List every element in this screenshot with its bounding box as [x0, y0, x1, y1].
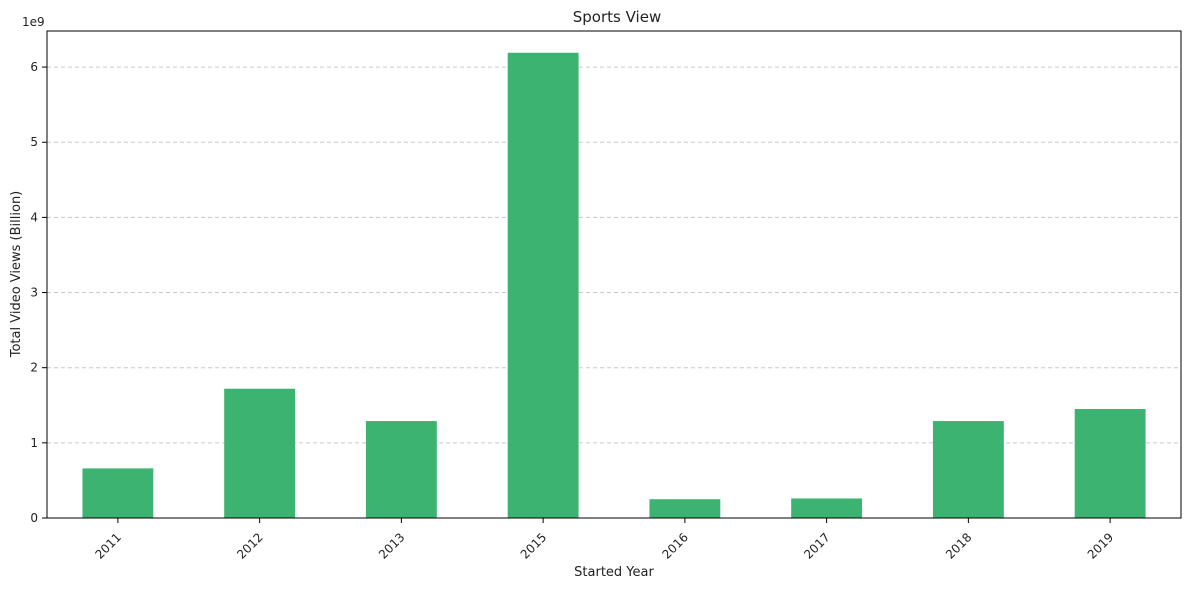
y-tick-label: 5 [30, 135, 38, 149]
bar [932, 421, 1004, 518]
chart-title: Sports View [573, 8, 661, 26]
bar [649, 499, 721, 518]
x-tick-label: 2019 [1085, 530, 1116, 561]
x-tick-label: 2018 [943, 530, 974, 561]
bar [1074, 409, 1146, 518]
y-tick-label: 1 [30, 436, 38, 450]
bar [365, 421, 437, 518]
x-tick-label: 2012 [234, 530, 265, 561]
bar [82, 468, 154, 518]
y-axis-label: Total Video Views (Billion) [9, 191, 24, 359]
x-tick-label: 2017 [801, 530, 832, 561]
y-tick-label: 3 [30, 286, 38, 300]
y-tick-label: 6 [30, 60, 38, 74]
y-tick-label: 2 [30, 361, 38, 375]
bar [507, 52, 579, 519]
gridlines [47, 66, 1181, 444]
x-tick-label: 2016 [659, 530, 690, 561]
plot-frame [46, 30, 1182, 519]
x-axis-label: Started Year [574, 565, 654, 580]
x-tick-label: 2011 [92, 530, 123, 561]
y-axis-offset-label: 1e9 [22, 15, 45, 29]
x-tick-label: 2015 [518, 530, 549, 561]
bar [224, 388, 296, 518]
y-tick-label: 4 [30, 210, 38, 224]
bars [82, 52, 1146, 519]
y-tick-label: 0 [30, 511, 38, 525]
bar [791, 498, 863, 518]
x-tick-label: 2013 [376, 530, 407, 561]
